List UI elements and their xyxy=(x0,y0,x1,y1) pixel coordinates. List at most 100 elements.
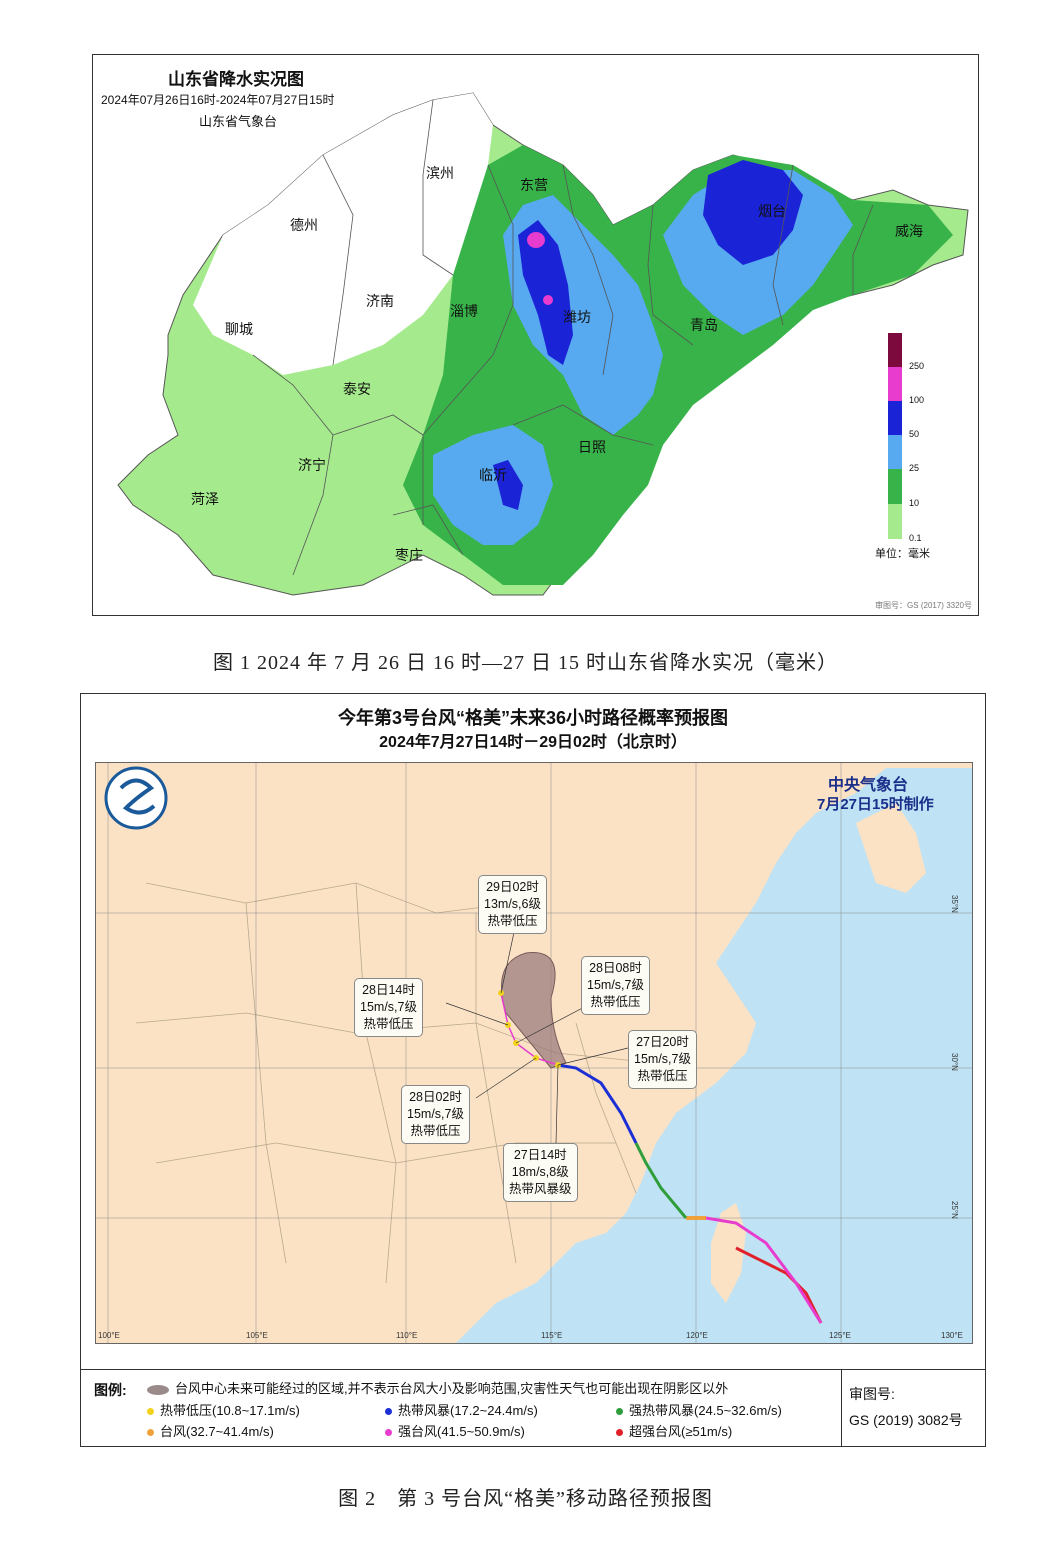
map2-issued: 7月27日15时制作 xyxy=(817,796,934,813)
forecast-label-27-20: 27日20时 15m/s,7级 热带低压 xyxy=(628,1030,697,1089)
map2-review-label: 审图号: xyxy=(849,1386,895,1402)
track-strong-typhoon xyxy=(705,1216,823,1324)
lat-tick: 25°N xyxy=(950,1201,959,1219)
legend-label: 热带低压(10.8~17.1m/s) xyxy=(160,1403,300,1418)
city-label: 济宁 xyxy=(298,457,326,473)
legend-swatch xyxy=(888,469,902,504)
legend-swatch xyxy=(888,333,902,367)
shandong-precip-map: 山东省降水实况图 2024年07月26日16时-2024年07月27日15时 山… xyxy=(92,54,979,616)
track-tropical-storm xyxy=(557,1063,638,1144)
city-label: 日照 xyxy=(578,439,606,455)
lon-tick: 130°E xyxy=(941,1331,963,1340)
legend-label: 超强台风(≥51m/s) xyxy=(629,1424,733,1439)
legend-item: 超强台风(≥51m/s) xyxy=(616,1421,732,1440)
lon-tick: 110°E xyxy=(396,1331,418,1340)
legend-tick: 25 xyxy=(909,463,920,473)
korea xyxy=(856,803,926,893)
legend-tick: 50 xyxy=(909,429,920,439)
precip-legend-bar xyxy=(888,333,902,539)
heavy-area xyxy=(518,220,573,365)
lat-tick: 30°N xyxy=(950,1053,959,1071)
map2-agency: 中央气象台 xyxy=(828,777,909,794)
forecast-level: 热带低压 xyxy=(487,914,538,928)
shandong-precip-shapes xyxy=(117,92,969,596)
legend-label: 强热带风暴(24.5~32.6m/s) xyxy=(629,1403,782,1418)
forecast-wind: 15m/s,7级 xyxy=(407,1107,464,1121)
legend-cone-text: 台风中心未来可能经过的区域,并不表示台风大小及影响范围,灾害性天气也可能出现在阴… xyxy=(175,1381,729,1396)
legend-title: 图例: xyxy=(94,1382,127,1398)
city-label: 济南 xyxy=(366,293,394,309)
track-severe-tropical-storm xyxy=(634,1142,688,1219)
legend-item: 强热带风暴(24.5~32.6m/s) xyxy=(616,1400,782,1419)
legend-label: 强台风(41.5~50.9m/s) xyxy=(398,1424,525,1439)
cone-swatch xyxy=(147,1384,169,1395)
legend-cone: 台风中心未来可能经过的区域,并不表示台风大小及影响范围,灾害性天气也可能出现在阴… xyxy=(147,1378,728,1397)
forecast-wind: 15m/s,7级 xyxy=(587,978,644,992)
lon-tick: 125°E xyxy=(829,1331,851,1340)
city-label: 菏泽 xyxy=(191,491,219,507)
lon-tick: 120°E xyxy=(686,1331,708,1340)
city-label: 青岛 xyxy=(690,317,718,333)
legend-label: 热带风暴(17.2~24.4m/s) xyxy=(398,1403,538,1418)
extreme-spot xyxy=(543,295,553,305)
probability-cone xyxy=(501,952,567,1069)
graticule xyxy=(96,763,972,1343)
city-label: 潍坊 xyxy=(563,309,591,325)
dry-area xyxy=(193,93,493,375)
legend-dot xyxy=(616,1408,623,1416)
typhoon-legend: 图例: 台风中心未来可能经过的区域,并不表示台风大小及影响范围,灾害性天气也可能… xyxy=(81,1369,985,1446)
taiwan xyxy=(711,1203,746,1303)
forecast-label-28-08: 28日08时 15m/s,7级 热带低压 xyxy=(581,956,650,1015)
forecast-time: 28日14时 xyxy=(362,983,415,997)
legend-tick: 100 xyxy=(909,395,925,405)
forecast-wind: 13m/s,6级 xyxy=(484,897,541,911)
forecast-time: 29日02时 xyxy=(486,880,539,894)
forecast-label-27-14: 27日14时 18m/s,8级 热带风暴级 xyxy=(503,1143,578,1202)
legend-item: 台风(32.7~41.4m/s) xyxy=(147,1421,274,1440)
forecast-level: 热带低压 xyxy=(363,1017,414,1031)
forecast-wind: 18m/s,8级 xyxy=(511,1165,569,1179)
city-label: 德州 xyxy=(290,217,318,233)
track-super-typhoon xyxy=(735,1246,823,1324)
legend-tick: 10 xyxy=(909,498,920,508)
forecast-wind: 15m/s,7级 xyxy=(360,1000,417,1014)
legend-dot xyxy=(616,1429,623,1437)
map1-period: 2024年07月26日16时-2024年07月27日15时 xyxy=(101,93,335,107)
lon-tick: 115°E xyxy=(541,1331,563,1340)
typhoon-track-map: 中央气象台 7月27日15时制作 29日02时 13m/s,6级 热带低压 28… xyxy=(95,762,973,1344)
forecast-level: 热带风暴级 xyxy=(509,1182,572,1196)
legend-label: 台风(32.7~41.4m/s) xyxy=(160,1424,274,1439)
legend-swatch xyxy=(888,435,902,469)
map2-review-no: GS (2019) 3082号 xyxy=(849,1412,963,1428)
forecast-level: 热带低压 xyxy=(410,1124,461,1138)
city-label: 东营 xyxy=(520,177,548,193)
city-label: 聊城 xyxy=(225,321,253,337)
figure1-caption: 图 1 2024 年 7 月 26 日 16 时—27 日 15 时山东省降水实… xyxy=(213,652,838,674)
lat-tick: 35°N xyxy=(950,895,959,913)
city-label: 淄博 xyxy=(450,303,478,319)
map1-review-no: 审图号：GS (2017) 3320号 xyxy=(875,601,972,610)
forecast-time: 27日14时 xyxy=(513,1148,567,1162)
forecast-time: 27日20时 xyxy=(636,1035,689,1049)
blue-area-south xyxy=(433,425,553,545)
track-map-shapes xyxy=(96,763,972,1343)
legend-dot xyxy=(385,1429,392,1437)
city-label: 枣庄 xyxy=(395,547,423,563)
cma-logo xyxy=(104,766,168,830)
map2-title: 今年第3号台风“格美”未来36小时路径概率预报图 xyxy=(337,708,729,728)
mainland xyxy=(96,763,972,1343)
lon-tick: 100°E xyxy=(98,1331,120,1340)
forecast-time: 28日08时 xyxy=(589,961,642,975)
legend-item: 热带低压(10.8~17.1m/s) xyxy=(147,1400,300,1419)
heavy-area-east xyxy=(703,160,803,265)
legend-dot xyxy=(147,1429,154,1437)
map2-period: 2024年7月27日14时－29日02时（北京时） xyxy=(379,734,687,751)
legend-dot xyxy=(385,1408,392,1416)
legend-dot xyxy=(147,1408,154,1416)
forecast-time: 28日02时 xyxy=(409,1090,462,1104)
city-label: 威海 xyxy=(895,223,923,239)
legend-item: 热带风暴(17.2~24.4m/s) xyxy=(385,1400,538,1419)
forecast-label-28-14: 28日14时 15m/s,7级 热带低压 xyxy=(354,978,423,1037)
forecast-level: 热带低压 xyxy=(590,995,641,1009)
forecast-label-28-02: 28日02时 15m/s,7级 热带低压 xyxy=(401,1085,470,1144)
